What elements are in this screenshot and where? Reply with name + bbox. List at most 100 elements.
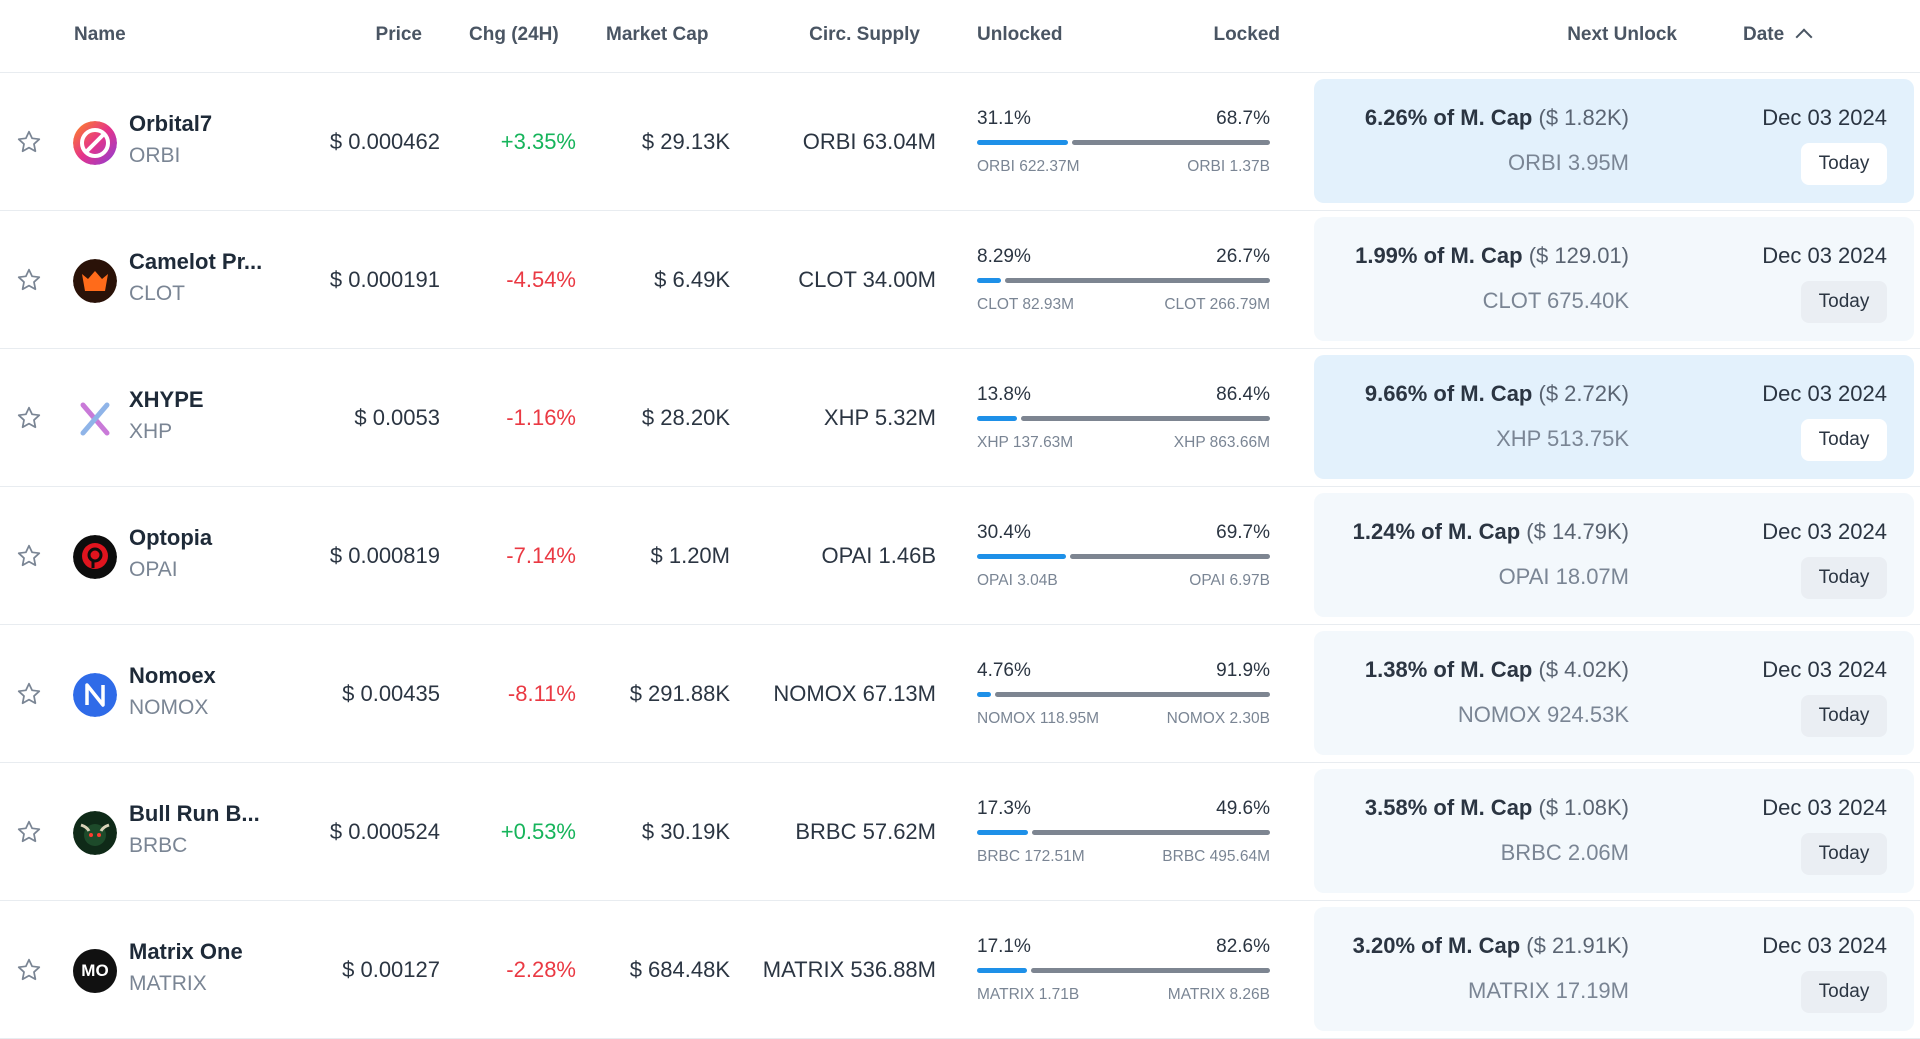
next-unlock-tokens: CLOT 675.40K bbox=[1482, 288, 1629, 313]
unlocked-bar-fill bbox=[977, 278, 1001, 283]
header-locked[interactable]: Locked bbox=[1213, 24, 1280, 45]
table-row[interactable]: MO Matrix One MATRIX $ 0.00127 -2.28% $ … bbox=[0, 901, 1920, 1039]
coin-symbol: ORBI bbox=[129, 144, 181, 167]
locked-bar-fill bbox=[1070, 554, 1270, 559]
nomoex-logo-icon bbox=[73, 673, 117, 717]
circ-supply: CLOT 34.00M bbox=[798, 267, 936, 292]
coin-name[interactable]: XHYPE bbox=[129, 387, 204, 412]
unlocked-percent: 31.1% bbox=[977, 108, 1031, 129]
locked-bar-fill bbox=[995, 692, 1270, 697]
table-row[interactable]: Nomoex NOMOX $ 0.00435 -8.11% $ 291.88K … bbox=[0, 625, 1920, 763]
market-cap: $ 29.13K bbox=[641, 129, 730, 154]
locked-percent: 91.9% bbox=[1216, 660, 1270, 681]
star-icon[interactable] bbox=[16, 267, 42, 293]
coin-name[interactable]: Optopia bbox=[129, 525, 213, 550]
price: $ 0.00127 bbox=[342, 957, 440, 982]
coin-name[interactable]: Nomoex bbox=[129, 663, 216, 688]
table-row[interactable]: Camelot Pr... CLOT $ 0.000191 -4.54% $ 6… bbox=[0, 211, 1920, 349]
coin-name[interactable]: Camelot Pr... bbox=[129, 249, 263, 274]
next-unlock-mcap-pct: 3.20% of M. Cap bbox=[1352, 933, 1521, 958]
coin-name[interactable]: Matrix One bbox=[129, 939, 243, 964]
star-icon[interactable] bbox=[16, 957, 42, 983]
coin-symbol: XHP bbox=[129, 420, 173, 443]
header-chg[interactable]: Chg (24H) bbox=[469, 24, 559, 45]
table-body: Orbital7 ORBI $ 0.000462 +3.35% $ 29.13K… bbox=[0, 73, 1920, 1039]
header-date[interactable]: Date bbox=[1743, 24, 1813, 46]
market-cap: $ 291.88K bbox=[629, 681, 730, 706]
today-badge: Today bbox=[1801, 833, 1887, 875]
unlock-progress-bar bbox=[977, 830, 1270, 835]
next-unlock-mcap-pct: 6.26% of M. Cap bbox=[1364, 105, 1533, 130]
star-icon[interactable] bbox=[16, 819, 42, 845]
star-icon[interactable] bbox=[16, 405, 42, 431]
unlocked-amount: MATRIX 1.71B bbox=[977, 986, 1080, 1003]
change-24h: -4.54% bbox=[506, 267, 576, 292]
locked-bar-fill bbox=[1031, 968, 1270, 973]
next-unlock-card[interactable]: 1.24% of M. Cap ($ 14.79K) OPAI 18.07M D… bbox=[1314, 493, 1914, 617]
unlocked-percent: 17.3% bbox=[977, 798, 1031, 819]
star-icon[interactable] bbox=[16, 681, 42, 707]
table-row[interactable]: Optopia OPAI $ 0.000819 -7.14% $ 1.20M O… bbox=[0, 487, 1920, 625]
next-unlock-tokens: OPAI 18.07M bbox=[1498, 564, 1629, 589]
next-unlock-card[interactable]: 3.20% of M. Cap ($ 21.91K) MATRIX 17.19M… bbox=[1314, 907, 1914, 1031]
coin-symbol: NOMOX bbox=[129, 696, 209, 719]
table-row[interactable]: Bull Run B... BRBC $ 0.000524 +0.53% $ 3… bbox=[0, 763, 1920, 901]
next-unlock-card[interactable]: 1.99% of M. Cap ($ 129.01) CLOT 675.40K … bbox=[1314, 217, 1914, 341]
next-unlock-card[interactable]: 3.58% of M. Cap ($ 1.08K) BRBC 2.06M Dec… bbox=[1314, 769, 1914, 893]
next-unlock-tokens: BRBC 2.06M bbox=[1500, 840, 1629, 865]
table-row[interactable]: Orbital7 ORBI $ 0.000462 +3.35% $ 29.13K… bbox=[0, 73, 1920, 211]
circ-supply: XHP 5.32M bbox=[823, 405, 936, 430]
bullrun-logo-icon bbox=[73, 811, 117, 855]
next-unlock-tokens: ORBI 3.95M bbox=[1507, 150, 1629, 175]
coin-name[interactable]: Bull Run B... bbox=[129, 801, 260, 826]
market-cap: $ 30.19K bbox=[641, 819, 730, 844]
table-row[interactable]: XHYPE XHP $ 0.0053 -1.16% $ 28.20K XHP 5… bbox=[0, 349, 1920, 487]
header-price[interactable]: Price bbox=[375, 24, 422, 45]
change-24h: -8.11% bbox=[507, 681, 576, 706]
price: $ 0.000462 bbox=[329, 129, 440, 154]
chevron-up-icon bbox=[1795, 28, 1813, 46]
change-24h: +3.35% bbox=[500, 129, 576, 154]
table-header: Name Price Chg (24H) Market Cap Circ. Su… bbox=[0, 0, 1920, 73]
unlock-date: Dec 03 2024 bbox=[1762, 243, 1887, 268]
change-24h: -1.16% bbox=[506, 405, 576, 430]
star-icon[interactable] bbox=[16, 129, 42, 155]
unlock-progress-bar bbox=[977, 692, 1270, 697]
unlock-date: Dec 03 2024 bbox=[1762, 105, 1887, 130]
unlock-date: Dec 03 2024 bbox=[1762, 519, 1887, 544]
change-24h: +0.53% bbox=[500, 819, 576, 844]
coin-name[interactable]: Orbital7 bbox=[129, 111, 213, 136]
unlocked-amount: OPAI 3.04B bbox=[977, 572, 1058, 589]
next-unlock-mcap-pct: 1.38% of M. Cap bbox=[1364, 657, 1533, 682]
today-badge: Today bbox=[1801, 281, 1887, 323]
unlocked-amount: CLOT 82.93M bbox=[977, 296, 1075, 313]
star-icon[interactable] bbox=[16, 543, 42, 569]
next-unlock-card[interactable]: 6.26% of M. Cap ($ 1.82K) ORBI 3.95M Dec… bbox=[1314, 79, 1914, 203]
header-market-cap[interactable]: Market Cap bbox=[606, 24, 709, 45]
header-next-unlock[interactable]: Next Unlock bbox=[1567, 24, 1677, 45]
next-unlock-tokens: XHP 513.75K bbox=[1496, 426, 1629, 451]
next-unlock-usd: ($ 1.82K) bbox=[1538, 105, 1630, 130]
header-date-label: Date bbox=[1743, 24, 1785, 45]
circ-supply: NOMOX 67.13M bbox=[773, 681, 936, 706]
locked-percent: 49.6% bbox=[1216, 798, 1270, 819]
header-unlocked[interactable]: Unlocked bbox=[977, 24, 1063, 45]
coin-symbol: MATRIX bbox=[129, 972, 207, 995]
next-unlock-card[interactable]: 9.66% of M. Cap ($ 2.72K) XHP 513.75K De… bbox=[1314, 355, 1914, 479]
coin-symbol: BRBC bbox=[129, 834, 188, 857]
unlocked-amount: ORBI 622.37M bbox=[977, 158, 1080, 175]
next-unlock-card[interactable]: 1.38% of M. Cap ($ 4.02K) NOMOX 924.53K … bbox=[1314, 631, 1914, 755]
locked-amount: OPAI 6.97B bbox=[1189, 572, 1270, 589]
today-badge: Today bbox=[1801, 695, 1887, 737]
locked-percent: 69.7% bbox=[1216, 522, 1270, 543]
locked-amount: MATRIX 8.26B bbox=[1167, 986, 1270, 1003]
unlock-progress-bar bbox=[977, 278, 1270, 283]
next-unlock-percent: 3.20% of M. Cap ($ 21.91K) bbox=[1353, 933, 1629, 959]
unlocked-amount: BRBC 172.51M bbox=[977, 848, 1085, 865]
header-circ-supply[interactable]: Circ. Supply bbox=[809, 24, 920, 45]
header-name[interactable]: Name bbox=[74, 24, 126, 45]
unlock-date: Dec 03 2024 bbox=[1762, 933, 1887, 958]
unlock-date: Dec 03 2024 bbox=[1762, 381, 1887, 406]
next-unlock-mcap-pct: 3.58% of M. Cap bbox=[1364, 795, 1533, 820]
locked-amount: NOMOX 2.30B bbox=[1166, 710, 1270, 727]
